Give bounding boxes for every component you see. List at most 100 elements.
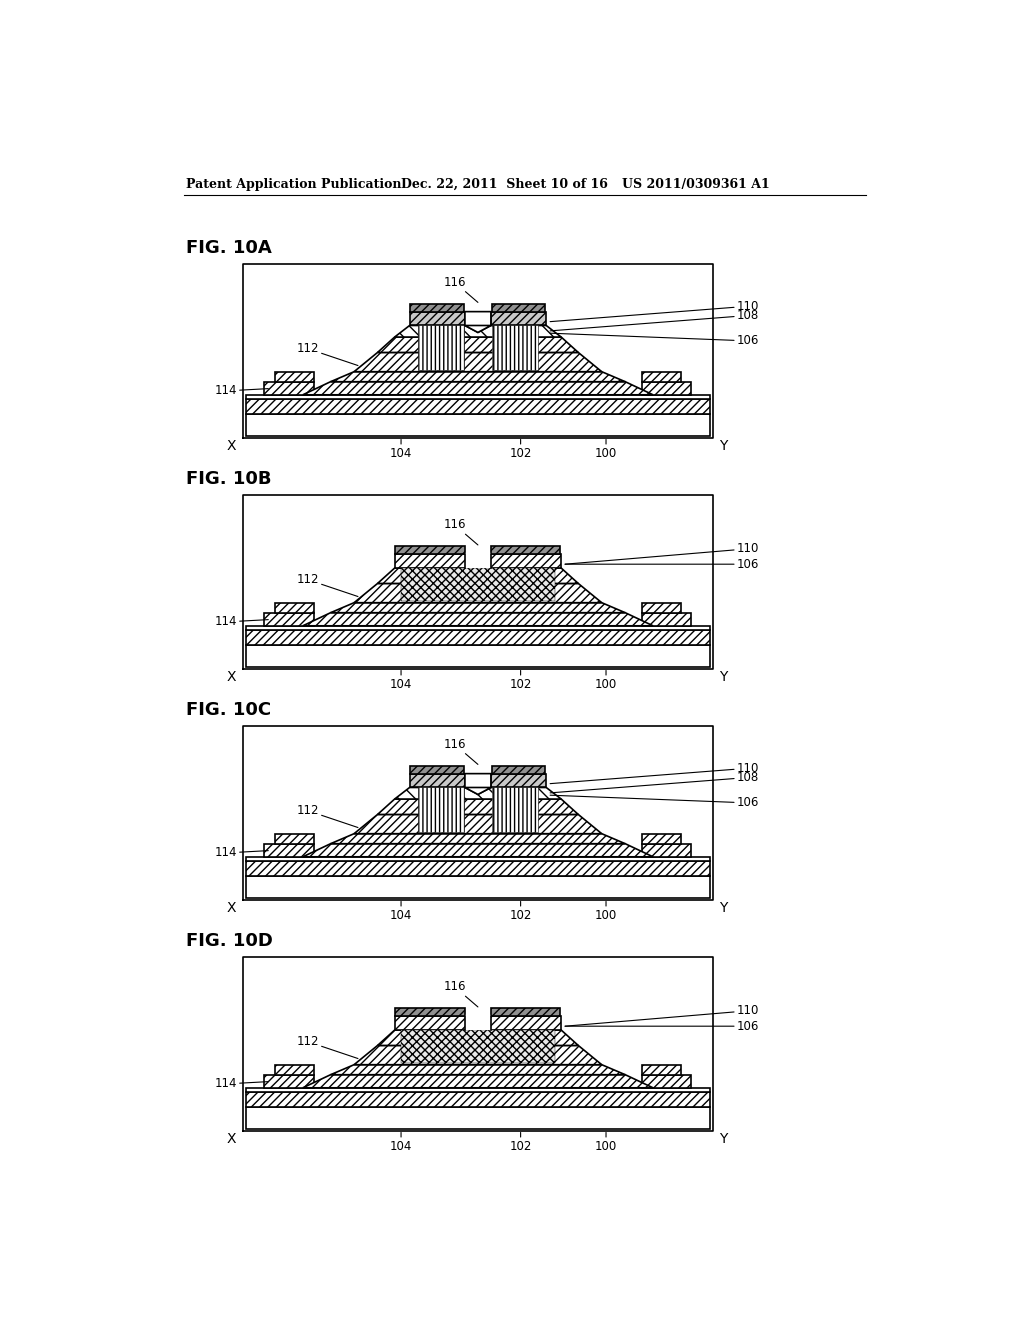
Text: 116: 116 xyxy=(443,276,478,302)
Polygon shape xyxy=(394,554,561,568)
Polygon shape xyxy=(378,1030,579,1045)
Polygon shape xyxy=(246,399,710,414)
Polygon shape xyxy=(465,774,490,795)
Polygon shape xyxy=(642,1065,681,1074)
Polygon shape xyxy=(246,630,710,645)
Polygon shape xyxy=(411,304,464,312)
Text: 114: 114 xyxy=(214,846,268,859)
Polygon shape xyxy=(246,876,710,898)
Polygon shape xyxy=(493,788,538,832)
Polygon shape xyxy=(303,381,653,395)
Polygon shape xyxy=(394,326,561,337)
Polygon shape xyxy=(378,337,579,352)
Text: 104: 104 xyxy=(390,440,413,459)
Text: X: X xyxy=(227,440,237,454)
Text: 108: 108 xyxy=(550,309,759,331)
Polygon shape xyxy=(354,814,602,834)
Text: 100: 100 xyxy=(595,902,617,921)
Polygon shape xyxy=(275,603,313,612)
Polygon shape xyxy=(492,546,560,554)
Text: Y: Y xyxy=(719,440,728,454)
Polygon shape xyxy=(395,546,465,554)
Polygon shape xyxy=(275,372,313,381)
Polygon shape xyxy=(378,568,579,583)
Polygon shape xyxy=(490,312,546,326)
Text: 106: 106 xyxy=(550,333,759,347)
Polygon shape xyxy=(264,843,313,857)
Text: 116: 116 xyxy=(443,519,478,545)
Polygon shape xyxy=(418,326,464,370)
Text: 112: 112 xyxy=(296,573,358,597)
Polygon shape xyxy=(246,395,710,399)
Text: FIG. 10D: FIG. 10D xyxy=(186,932,273,950)
Text: Y: Y xyxy=(719,1133,728,1147)
Polygon shape xyxy=(642,381,691,395)
Text: 104: 104 xyxy=(390,902,413,921)
Text: FIG. 10C: FIG. 10C xyxy=(186,701,271,719)
Polygon shape xyxy=(465,788,490,795)
Text: Dec. 22, 2011  Sheet 10 of 16: Dec. 22, 2011 Sheet 10 of 16 xyxy=(400,178,607,190)
Text: 110: 110 xyxy=(550,300,759,322)
Polygon shape xyxy=(264,381,313,395)
Text: 104: 104 xyxy=(390,1133,413,1152)
Polygon shape xyxy=(246,645,710,667)
Polygon shape xyxy=(401,1030,555,1063)
Text: 100: 100 xyxy=(595,440,617,459)
Polygon shape xyxy=(490,774,546,788)
Polygon shape xyxy=(395,1008,465,1016)
Text: 110: 110 xyxy=(565,543,759,564)
Polygon shape xyxy=(331,834,626,843)
Text: X: X xyxy=(227,671,237,685)
Polygon shape xyxy=(642,834,681,843)
Polygon shape xyxy=(410,312,465,326)
Text: 102: 102 xyxy=(509,671,531,690)
Polygon shape xyxy=(303,612,653,626)
Polygon shape xyxy=(264,612,313,626)
Polygon shape xyxy=(493,326,538,370)
Polygon shape xyxy=(246,1092,710,1107)
Text: 106: 106 xyxy=(565,1019,759,1032)
Text: 110: 110 xyxy=(550,762,759,784)
Text: 112: 112 xyxy=(296,1035,358,1059)
Text: 112: 112 xyxy=(296,804,358,828)
Text: Y: Y xyxy=(719,902,728,916)
Text: Patent Application Publication: Patent Application Publication xyxy=(186,178,401,190)
Polygon shape xyxy=(331,1065,626,1074)
Text: 100: 100 xyxy=(595,1133,617,1152)
Polygon shape xyxy=(246,861,710,876)
Text: 114: 114 xyxy=(214,1077,268,1090)
Text: Y: Y xyxy=(719,671,728,685)
Polygon shape xyxy=(246,414,710,436)
Text: FIG. 10B: FIG. 10B xyxy=(186,470,271,488)
Polygon shape xyxy=(264,1074,313,1088)
Polygon shape xyxy=(642,612,691,626)
Polygon shape xyxy=(246,1107,710,1129)
Polygon shape xyxy=(465,1015,492,1030)
Polygon shape xyxy=(394,788,561,799)
Polygon shape xyxy=(246,1088,710,1092)
Polygon shape xyxy=(246,857,710,861)
Text: 114: 114 xyxy=(214,615,268,628)
Text: 114: 114 xyxy=(214,384,268,397)
Text: 104: 104 xyxy=(390,671,413,690)
Text: US 2011/0309361 A1: US 2011/0309361 A1 xyxy=(623,178,770,190)
Text: 108: 108 xyxy=(550,771,759,793)
Polygon shape xyxy=(465,312,490,333)
Text: 106: 106 xyxy=(565,557,759,570)
Polygon shape xyxy=(465,326,490,333)
Text: 106: 106 xyxy=(550,795,759,809)
Text: FIG. 10A: FIG. 10A xyxy=(186,239,272,257)
Polygon shape xyxy=(303,843,653,857)
Polygon shape xyxy=(354,583,602,603)
Polygon shape xyxy=(275,834,313,843)
Polygon shape xyxy=(354,1045,602,1065)
Polygon shape xyxy=(492,766,546,774)
Polygon shape xyxy=(331,603,626,612)
Text: 116: 116 xyxy=(443,738,478,764)
Polygon shape xyxy=(411,766,464,774)
Polygon shape xyxy=(378,799,579,814)
Text: 102: 102 xyxy=(509,902,531,921)
Polygon shape xyxy=(331,372,626,381)
Text: 112: 112 xyxy=(296,342,358,366)
Text: 102: 102 xyxy=(509,440,531,459)
